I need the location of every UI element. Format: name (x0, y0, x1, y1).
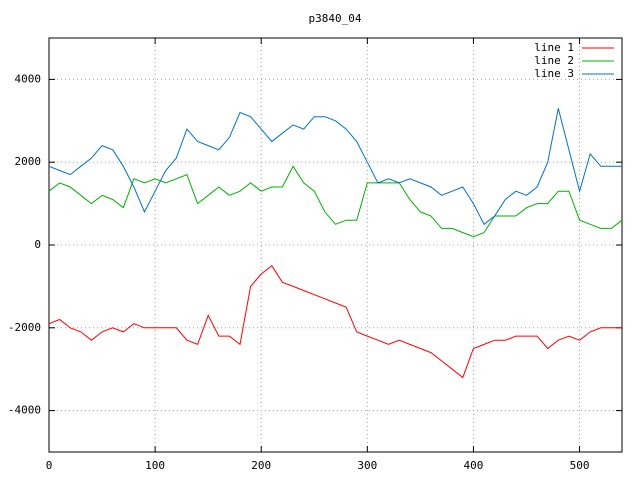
data-line (48, 165, 623, 238)
y-tick-label: -4000 (8, 404, 41, 417)
y-tick-label: 0 (34, 238, 41, 251)
legend-label: line 3 (534, 67, 574, 80)
x-tick-label: 100 (145, 459, 165, 472)
x-tick-label: 0 (46, 459, 53, 472)
y-tick-label: -2000 (8, 321, 41, 334)
y-tick-label: 2000 (15, 155, 42, 168)
legend-label: line 1 (534, 41, 574, 54)
y-tick-label: 4000 (15, 72, 42, 85)
legend-label: line 2 (534, 54, 574, 67)
x-tick-label: 200 (251, 459, 271, 472)
x-tick-label: 300 (357, 459, 377, 472)
data-line (48, 264, 622, 379)
x-tick-label: 500 (570, 459, 590, 472)
x-tick-label: 400 (464, 459, 484, 472)
chart-title: p3840_04 (309, 12, 362, 25)
plot-frame (48, 37, 623, 453)
data-line (48, 108, 622, 226)
